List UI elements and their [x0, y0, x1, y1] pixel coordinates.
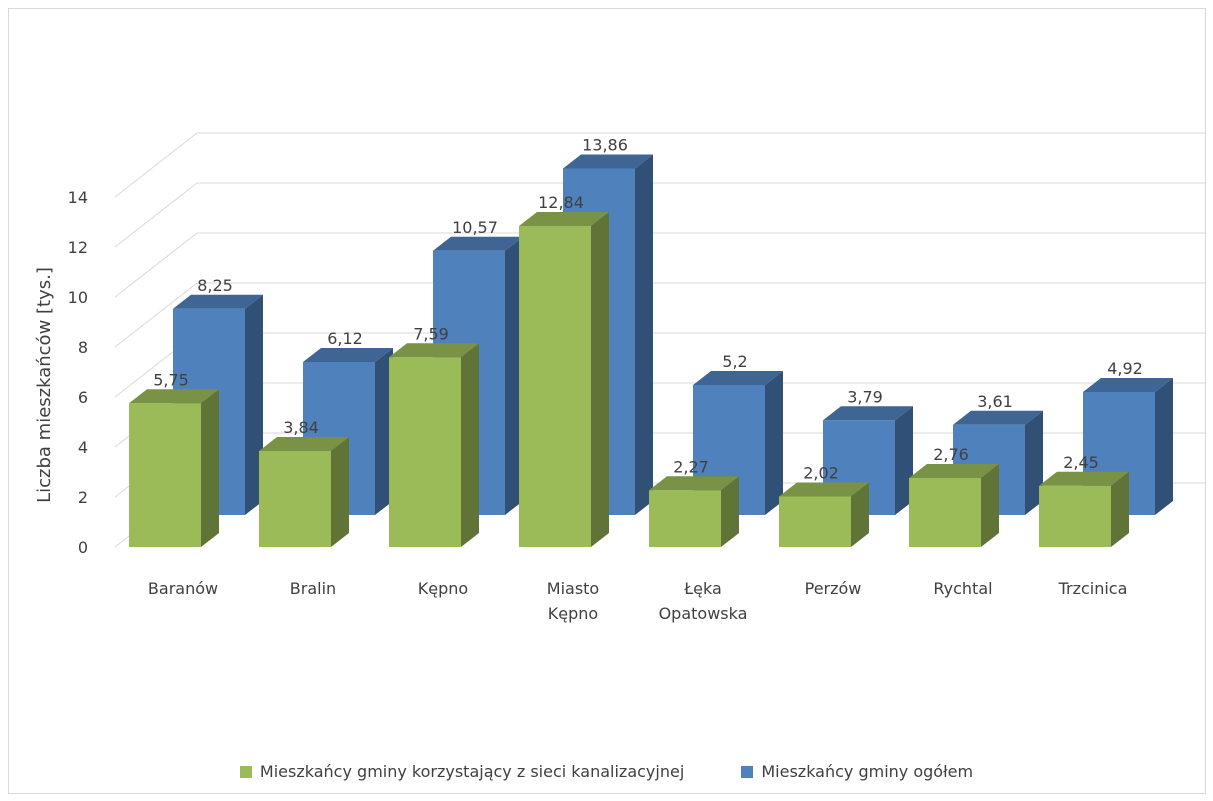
data-label-series-1-2: 3,84	[283, 418, 319, 437]
bar-series-1-2-top	[259, 437, 349, 451]
chart-plot: 0 2 4 6 8 10 12 14 Liczba mieszkańców [tys.] 8,25…	[34, 132, 1205, 623]
bar-series-1-4-top	[519, 212, 609, 226]
bar-series-2-1-top	[173, 294, 263, 309]
bar-series-2-5-top	[693, 371, 783, 385]
bar-series-2-8-top	[1083, 378, 1173, 392]
bar-series-1-2-front	[259, 451, 331, 547]
bar-series-1-1-side	[201, 389, 219, 547]
x-tick-label: Łęka Opatowska	[659, 579, 748, 623]
bar-series-2-4-side	[635, 154, 653, 515]
bar-series-1-4-side	[591, 212, 609, 547]
bar-series-1-8-front	[1039, 485, 1111, 547]
bar-series-2-6-side	[895, 406, 913, 515]
bar-series-1-8-top	[1039, 471, 1129, 486]
y-tick-label: 2	[78, 488, 88, 507]
x-tick-label: Trzcinica	[1058, 579, 1128, 598]
y-tick-label: 6	[78, 388, 88, 407]
x-tick-label: Kępno	[418, 579, 468, 598]
bar-series-2-4-top	[563, 154, 653, 169]
x-tick-label: Perzów	[805, 579, 862, 598]
data-label-series-2-7: 3,61	[977, 392, 1013, 411]
legend-swatch-series-1	[239, 765, 252, 778]
bar-series-1-5-side	[721, 476, 739, 547]
data-label-series-2-8: 4,92	[1107, 359, 1143, 378]
bar-series-1-3-top	[389, 343, 479, 358]
x-tick-label: Baranów	[148, 579, 218, 598]
data-label-series-2-6: 3,79	[847, 387, 883, 406]
data-label-series-2-1: 8,25	[197, 276, 233, 295]
bar-series-2-7-side	[1025, 410, 1043, 515]
chart-legend: Mieszkańcy gminy korzystający z sieci ka…	[0, 762, 1213, 782]
bar-series-1-7-top	[909, 464, 999, 478]
bar-series-1-6-side	[851, 482, 869, 547]
gridline-diagonal	[114, 132, 198, 198]
bar-series-1-4-front	[519, 226, 591, 547]
bar-series-2-8-side	[1155, 378, 1173, 515]
x-tick-label: Rychtal	[933, 579, 992, 598]
legend-label-series-2: Mieszkańcy gminy ogółem	[761, 762, 974, 781]
legend-label-series-1: Mieszkańcy gminy korzystający z sieci ka…	[259, 762, 685, 781]
bar-series-2-2-top	[303, 348, 393, 362]
data-label-series-1-5: 2,27	[673, 457, 709, 476]
legend-item-series-2: Mieszkańcy gminy ogółem	[741, 762, 973, 781]
data-label-series-1-6: 2,02	[803, 464, 839, 483]
bar-series-1-7-side	[981, 464, 999, 547]
y-tick-label: 4	[78, 438, 88, 457]
bar-series-2-3-top	[433, 236, 523, 251]
gridline-diagonal	[114, 232, 198, 298]
bar-series-1-3-front	[389, 357, 461, 547]
y-axis-label: Liczba mieszkańców [tys.]	[34, 267, 55, 503]
bar-series-2-7-top	[953, 410, 1043, 425]
bar-series-1-3-side	[461, 343, 479, 547]
bar-series-2-1-side	[245, 294, 263, 515]
gridline-diagonal	[114, 282, 198, 348]
bar-series-1-1-top	[129, 389, 219, 404]
bar-series-2-3-side	[505, 236, 523, 515]
x-tick-label: Bralin	[290, 579, 336, 598]
bar-series-1-1-front	[129, 403, 201, 547]
data-label-series-2-5: 5,2	[722, 352, 747, 371]
y-tick-label: 12	[68, 238, 88, 257]
data-label-series-2-2: 6,12	[327, 329, 363, 348]
legend-item-series-1: Mieszkańcy gminy korzystający z sieci ka…	[239, 762, 685, 781]
bar-series-1-6-front	[779, 496, 851, 547]
bar-series-1-5-top	[649, 476, 739, 491]
data-label-series-1-7: 2,76	[933, 445, 969, 464]
data-label-series-1-4: 12,84	[538, 193, 584, 212]
data-label-series-1-3: 7,59	[413, 324, 449, 343]
bar-series-1-2-side	[331, 437, 349, 547]
data-label-series-2-4: 13,86	[582, 136, 628, 155]
y-tick-label: 10	[68, 288, 88, 307]
y-tick-label: 14	[68, 188, 88, 207]
data-label-series-2-3: 10,57	[452, 218, 498, 237]
bar-series-2-6-top	[823, 406, 913, 421]
x-tick-label: Miasto Kępno	[547, 579, 599, 623]
legend-swatch-series-2	[741, 765, 754, 778]
bar-series-1-7-front	[909, 478, 981, 547]
bar-series-1-6-top	[779, 482, 869, 497]
y-tick-label: 8	[78, 338, 88, 357]
data-label-series-1-8: 2,45	[1063, 453, 1099, 472]
y-tick-label: 0	[78, 538, 88, 557]
bar-series-1-5-front	[649, 490, 721, 547]
gridline-diagonal	[114, 182, 198, 248]
bar-series-1-8-side	[1111, 471, 1129, 547]
data-label-series-1-1: 5,75	[153, 370, 189, 389]
bar-series-2-2-side	[375, 348, 393, 515]
bar-series-2-5-side	[765, 371, 783, 515]
